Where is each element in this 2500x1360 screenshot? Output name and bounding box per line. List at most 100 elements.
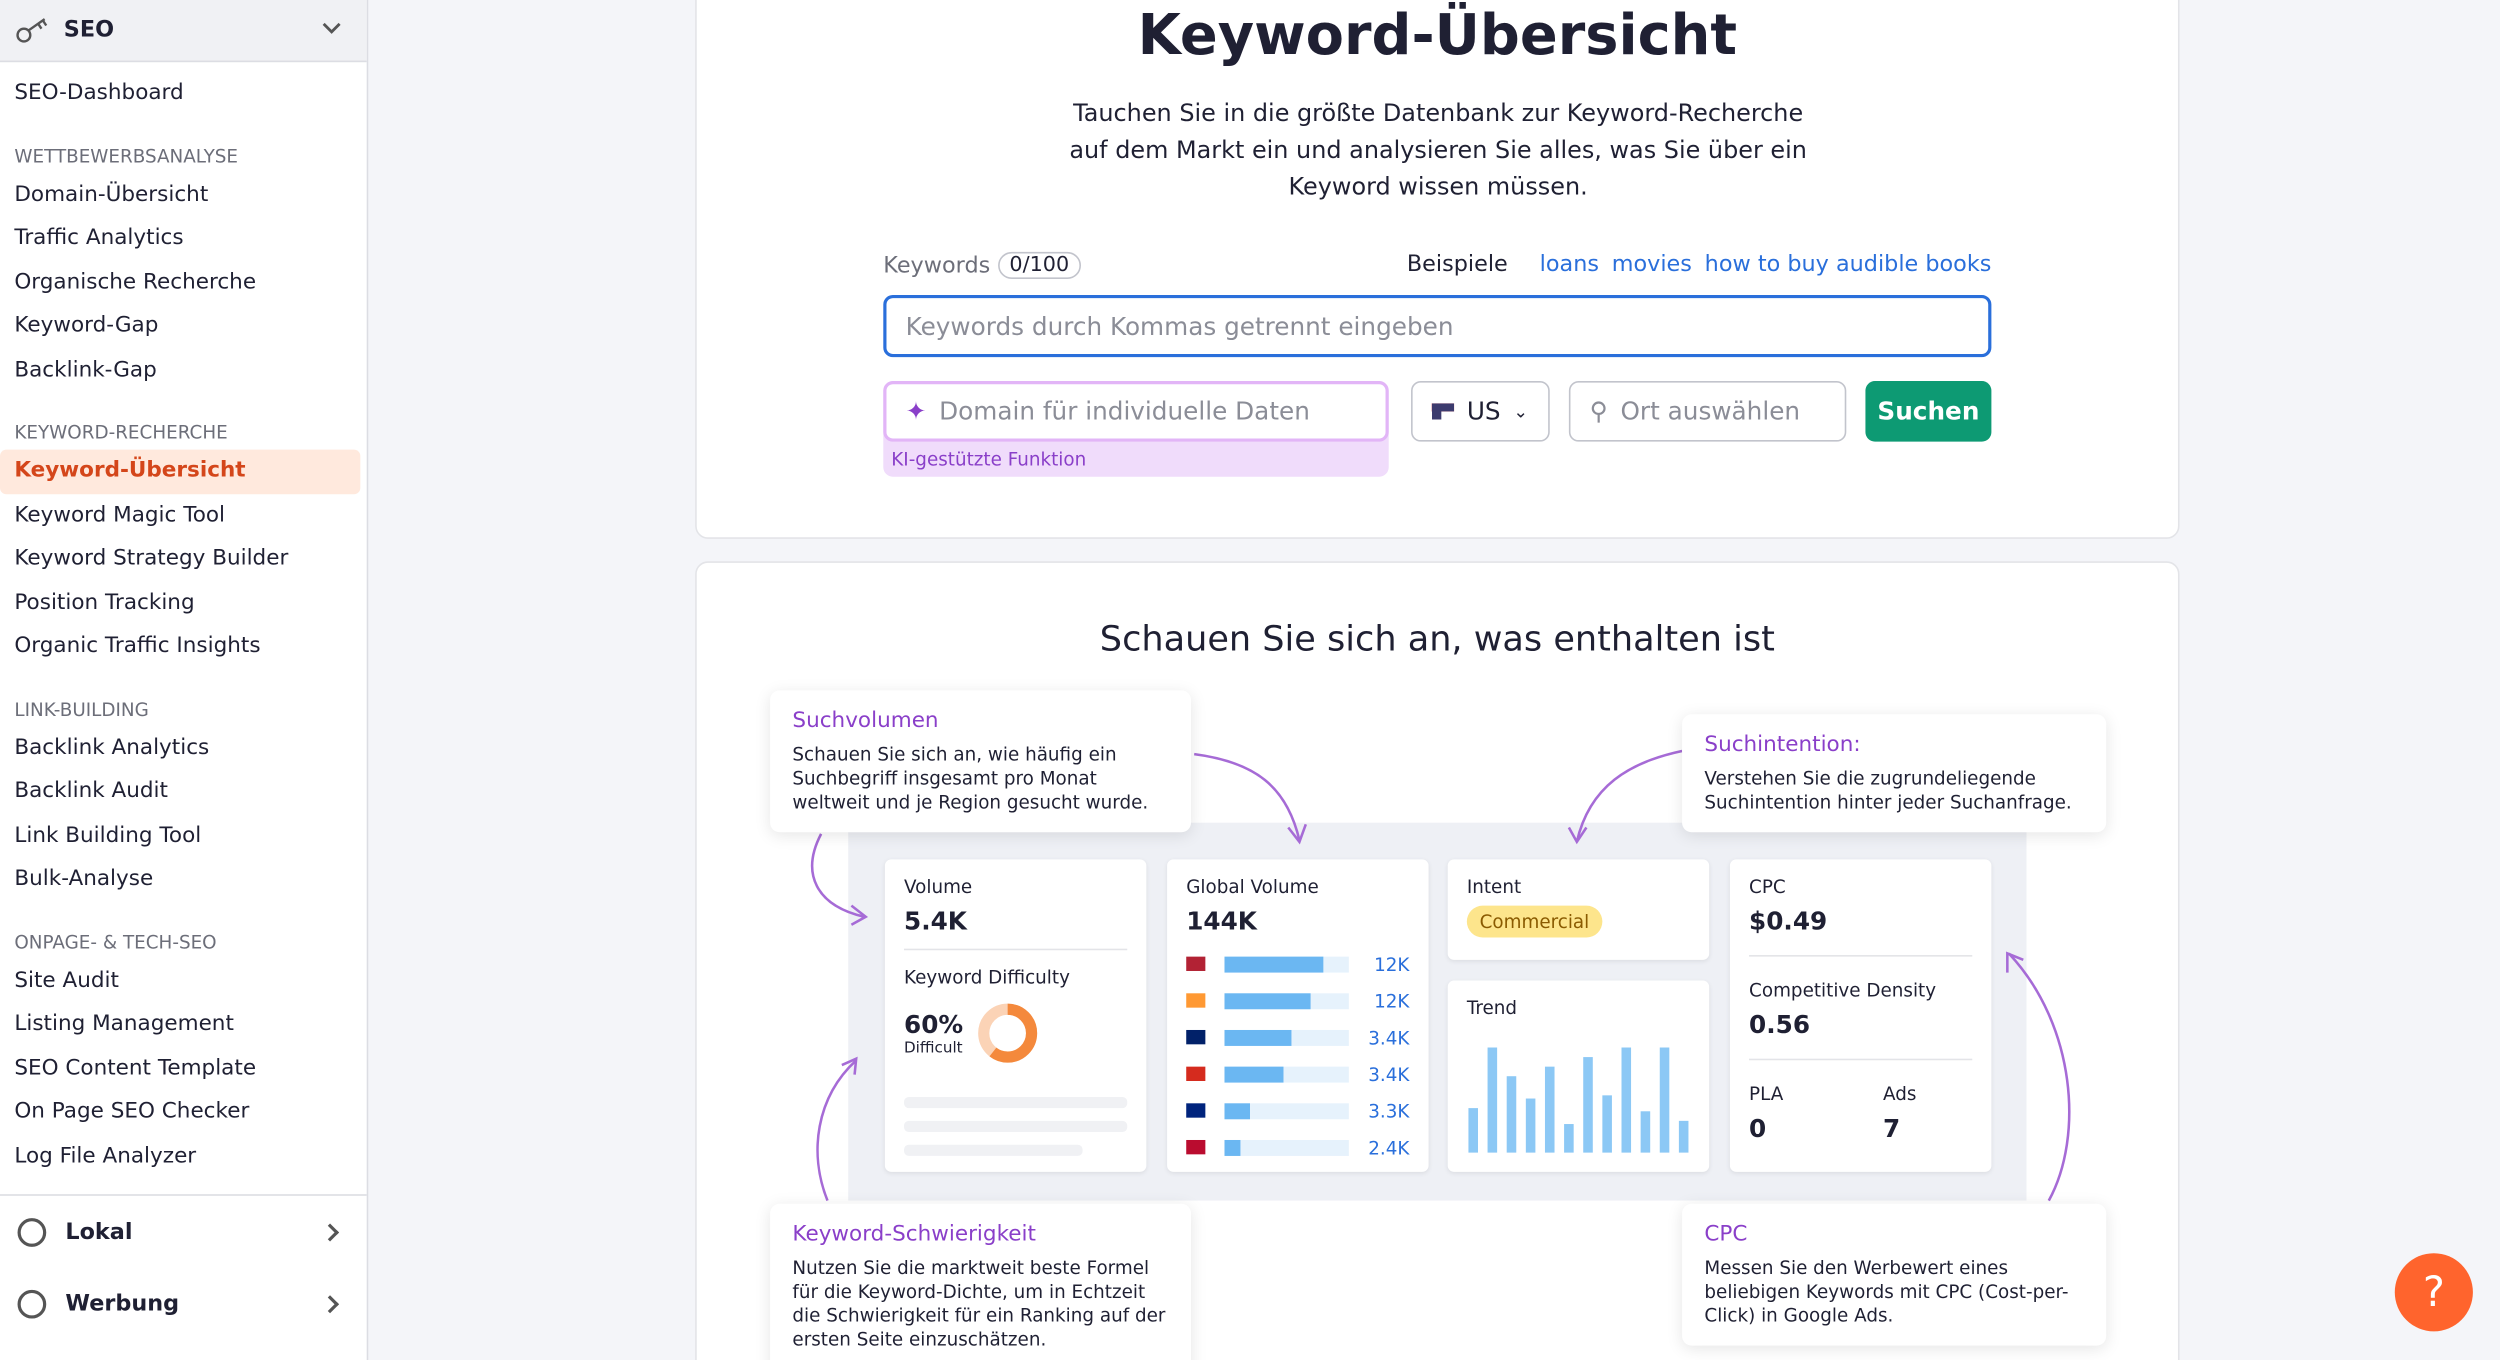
placeholder: Domain für individuelle Daten	[939, 397, 1310, 426]
example-link[interactable]: movies	[1611, 251, 1692, 278]
example-link[interactable]: loans	[1539, 251, 1599, 278]
nav-item[interactable]: Traffic Analytics	[14, 224, 184, 251]
bar-track	[1224, 1065, 1349, 1082]
domain-input[interactable]: ✦ Domain für individuelle Daten	[883, 381, 1389, 442]
bar	[1224, 955, 1324, 972]
callout: Suchvolumen Schauen Sie sich an, wie häuf…	[770, 690, 1192, 833]
features-card: Schauen Sie sich an, was enthalten ist V…	[695, 561, 2180, 1360]
nav-group-title: LINK-BUILDING	[14, 697, 149, 720]
section-label: Lokal	[65, 1219, 133, 1246]
trend-bars	[1468, 1047, 1689, 1153]
nav-section[interactable]: Social Media	[0, 1339, 367, 1360]
callout-title: Suchvolumen	[792, 707, 939, 734]
volume-card: Volume 5.4K Keyword Difficulty 60% Diffic…	[884, 859, 1147, 1172]
help-button[interactable]: ?	[2394, 1253, 2473, 1332]
example-link[interactable]: how to buy audible books	[1704, 251, 1992, 278]
examples-label: Beispiele	[1406, 251, 1508, 278]
country-row: 3.4K	[1186, 1019, 1409, 1056]
nav-item[interactable]: Log File Analyzer	[14, 1142, 197, 1168]
nav-item[interactable]: SEO Content Template	[14, 1054, 257, 1081]
row-value: 3.4K	[1368, 1062, 1410, 1085]
keywords-label-row: Keywords 0/100	[883, 251, 1081, 280]
row-value: 2.4K	[1368, 1136, 1410, 1159]
nav-group-title: WETTBEWERBSANALYSE	[14, 144, 239, 167]
row-value: 3.4K	[1368, 1025, 1410, 1049]
label: Intent	[1466, 875, 1522, 898]
search-card: Keyword-Übersicht Tauchen Sie in die grö…	[695, 0, 2180, 539]
nav-item[interactable]: Keyword Strategy Builder	[14, 545, 289, 571]
value: 7	[1882, 1114, 1901, 1144]
flag	[1186, 1103, 1206, 1118]
location-select[interactable]: ⚲ Ort auswählen	[1568, 381, 1847, 442]
bar	[1224, 1102, 1251, 1119]
nav-item[interactable]: Keyword Magic Tool	[14, 501, 226, 527]
label: PLA	[1749, 1082, 1784, 1105]
description: Tauchen Sie in die größte Datenbank zur …	[1069, 98, 1807, 201]
section-icon	[17, 1218, 47, 1247]
callout-title: Suchintention:	[1704, 731, 1861, 758]
search-button[interactable]: Suchen	[1865, 381, 1992, 442]
bar-track	[1224, 955, 1349, 972]
global-card: Global Volume 144K 12K 12K 3.4K 3.4K 3.3K 2.4…	[1167, 859, 1429, 1172]
nav-item[interactable]: On Page SEO Checker	[14, 1098, 250, 1125]
pin: ⚲	[1589, 397, 1608, 426]
nav-item[interactable]: Bulk-Analyse	[14, 865, 154, 892]
label: Competitive Density	[1749, 978, 1937, 1002]
nav-groups: WETTBEWERBSANALYSE Domain-Übersicht Traffi…	[0, 128, 367, 1178]
value: 0	[1749, 1114, 1767, 1144]
keyword-input[interactable]: Keywords durch Kommas getrennt eingeben	[883, 294, 1992, 358]
bar-track	[1224, 1029, 1349, 1046]
country-row: 12K	[1186, 945, 1409, 982]
bar	[1224, 992, 1311, 1009]
cpc-card: CPC $0.49 Competitive Density 0.56 PLA 0 …	[1729, 859, 1992, 1172]
nav-sections: Lokal Werbung Social Media	[0, 1194, 367, 1360]
nav-item[interactable]: Keyword-Übersicht	[0, 449, 361, 494]
nav-item[interactable]: Link Building Tool	[14, 821, 202, 848]
nav-item[interactable]: Backlink-Gap	[14, 356, 157, 382]
country-row: 3.4K	[1186, 1055, 1409, 1092]
chevron	[322, 22, 341, 34]
nav-item[interactable]: Site Audit	[14, 966, 119, 993]
nav-item[interactable]: Backlink Audit	[14, 778, 168, 804]
nav-item[interactable]: Organische Recherche	[14, 268, 257, 295]
callout-text: Schauen Sie sich an, wie häufig ein Such…	[792, 742, 1149, 814]
nav-item[interactable]: Backlink Analytics	[14, 734, 210, 760]
counter: 0/100	[998, 251, 1081, 280]
placeholder: Keywords durch Kommas getrennt eingeben	[905, 311, 1454, 341]
flag	[1186, 1066, 1206, 1081]
nav-group-title: KEYWORD-RECHERCHE	[14, 420, 228, 444]
callout-title: Keyword-Schwierigkeit	[792, 1221, 1036, 1247]
sidebar-title: SEO	[63, 17, 115, 44]
nav-item[interactable]: Domain-Übersicht	[14, 180, 209, 207]
callout-text: Nutzen Sie die marktweit beste Formel fü…	[792, 1256, 1166, 1351]
label: Trend	[1466, 996, 1518, 1019]
nav-section[interactable]: Lokal	[0, 1196, 367, 1268]
bar-track	[1224, 1102, 1349, 1119]
nav-item[interactable]: Position Tracking	[14, 589, 195, 615]
country: US	[1466, 397, 1501, 426]
nav-item[interactable]: Keyword-Gap	[14, 312, 159, 339]
bar-track	[1224, 1139, 1349, 1156]
label: Ads	[1882, 1082, 1917, 1105]
row-value: 3.3K	[1368, 1099, 1410, 1122]
arrows	[811, 749, 2071, 1202]
sparkle: ✦	[905, 397, 927, 426]
nav-item[interactable]: Organic Traffic Insights	[14, 632, 261, 659]
value: 5.4K	[904, 907, 967, 936]
label: Volume	[904, 875, 973, 898]
country-select[interactable]: US ⌄	[1411, 381, 1550, 442]
nav-section[interactable]: Werbung	[0, 1268, 367, 1340]
country-rows: 12K 12K 3.4K 3.4K 3.3K 2.4K	[1186, 945, 1409, 1165]
bar	[1224, 1065, 1284, 1082]
nav-item[interactable]: Listing Management	[14, 1010, 234, 1037]
flag	[1186, 993, 1206, 1008]
sidebar-header[interactable]: SEO	[0, 0, 367, 63]
intent-badge: Commercial	[1466, 905, 1603, 938]
bar	[1224, 1029, 1292, 1046]
value: $0.49	[1749, 907, 1828, 936]
nav-item[interactable]: SEO-Dashboard	[14, 79, 184, 106]
intent-card: Intent Commercial	[1447, 859, 1710, 960]
callout: CPC Messen Sie den Werbewert eines belieb…	[1682, 1203, 2107, 1346]
